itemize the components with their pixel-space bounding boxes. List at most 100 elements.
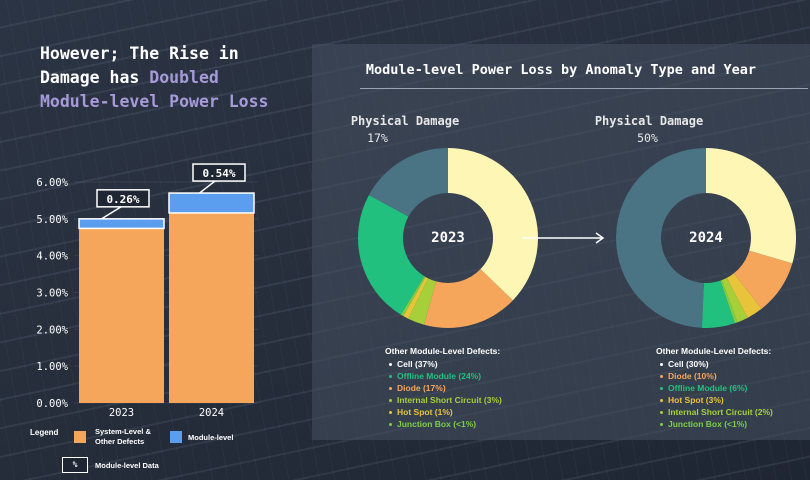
defect-item: Junction Box (<1%): [656, 418, 773, 430]
defect-item: Offline Module (6%): [656, 382, 773, 394]
defect-item: Diode (10%): [656, 370, 773, 382]
bar-system-level: [79, 228, 164, 403]
defect-item-label: Junction Box (<1%): [668, 419, 748, 429]
defect-item-label: Internal Short Circuit (3%): [397, 395, 502, 405]
defect-item: Hot Spot (1%): [385, 406, 502, 418]
donut-slice-junction-box: [720, 280, 738, 324]
y-tick-label: 2.00%: [36, 324, 68, 336]
y-tick-label: 6.00%: [36, 177, 68, 189]
x-tick-label: 2024: [199, 407, 224, 419]
legend-item-system: System-Level & Other Defects: [95, 427, 151, 447]
donut-2024-title: Physical Damage: [594, 114, 704, 128]
donut-chart-2023: [358, 148, 538, 328]
defect-item-label: Cell (37%): [397, 359, 438, 369]
bullet-icon: [660, 386, 663, 390]
defect-item: Internal Short Circuit (3%): [385, 394, 502, 406]
defect-item-label: Junction Box (<1%): [397, 419, 477, 429]
defect-item-label: Diode (10%): [668, 371, 717, 381]
right-chart-title: Module-level Power Loss by Anomaly Type …: [365, 62, 757, 78]
legend-item-system-line1: System-Level &: [95, 427, 151, 436]
headline-line1: However; The Rise in: [40, 44, 239, 63]
donut-slice-offline-module: [701, 280, 735, 328]
donut-2024-title-value: 50%: [637, 131, 658, 145]
donut-slice-physical-damage: [616, 148, 706, 328]
arrow-icon: [522, 232, 605, 244]
donut-slice-hot-spot: [726, 273, 762, 318]
donut-slice-junction-box: [400, 276, 426, 317]
data-label: 0.54%: [202, 167, 235, 180]
y-tick-label: 4.00%: [36, 251, 68, 263]
donut-slice-cell: [706, 148, 796, 264]
legend-swatch-system: [74, 431, 86, 443]
title-divider: [360, 88, 808, 89]
bar-module-level: [78, 218, 165, 230]
bullet-icon: [660, 410, 663, 414]
bullet-icon: [389, 422, 392, 426]
data-label: 0.26%: [106, 193, 139, 206]
defects-2024-header: Other Module-Level Defects:: [656, 346, 772, 356]
donut-slice-offline-module: [358, 195, 425, 315]
y-tick-label: 5.00%: [36, 214, 68, 226]
defect-item: Hot Spot (3%): [656, 394, 773, 406]
legend-data-box-label: Module-level Data: [95, 461, 159, 470]
bar-module-level: [168, 192, 255, 214]
donut-slice-physical-damage: [368, 148, 448, 217]
defects-list-2023: Other Module-Level Defects: Cell (37%) Of…: [385, 346, 502, 430]
headline: However; The Rise in Damage has Doubled …: [40, 42, 290, 114]
headline-highlight: Doubled: [149, 68, 219, 87]
bullet-icon: [389, 410, 392, 414]
legend-item-system-line2: Other Defects: [95, 437, 145, 446]
defect-item-label: Offline Module (6%): [668, 383, 748, 393]
defect-item: Offline Module (24%): [385, 370, 502, 382]
legend-item-module: Module-level: [188, 433, 234, 442]
donut-2023-title-value: 17%: [367, 131, 388, 145]
donut-2023-center-label: 2023: [431, 230, 465, 246]
headline-line3: Module-level Power Loss: [40, 92, 269, 111]
defect-item-label: Cell (30%): [668, 359, 709, 369]
donut-slice-diode: [733, 250, 793, 309]
defects-2023-header: Other Module-Level Defects:: [385, 346, 501, 356]
donut-slice-internal-short-circuit: [408, 278, 437, 325]
defect-item: Cell (37%): [385, 358, 502, 370]
headline-line2-prefix: Damage has: [40, 68, 150, 87]
defect-item: Internal Short Circuit (2%): [656, 406, 773, 418]
y-tick-label: 3.00%: [36, 288, 68, 300]
donut-2023-title: Physical Damage: [350, 114, 460, 128]
bullet-icon: [389, 398, 392, 402]
headline-line2: Damage has Doubled: [40, 66, 290, 90]
x-tick-label: 2023: [109, 407, 134, 419]
defect-item-label: Offline Module (24%): [397, 371, 482, 381]
donut-chart-2024: [616, 148, 796, 328]
defect-item-label: Hot Spot (3%): [668, 395, 724, 405]
defect-item: Diode (17%): [385, 382, 502, 394]
donut-slice-diode: [424, 269, 513, 328]
data-label-box: [192, 163, 246, 182]
bullet-icon: [660, 398, 663, 402]
donut-slice-cell: [448, 148, 538, 301]
defect-item-label: Hot Spot (1%): [397, 407, 453, 417]
data-label-connector: [101, 206, 122, 220]
y-tick-label: 1.00%: [36, 361, 68, 373]
bar-system-level: [169, 212, 254, 403]
data-label-box: [96, 189, 150, 208]
bullet-icon: [389, 362, 392, 366]
legend-swatch-module: [170, 431, 182, 443]
defect-item-label: Internal Short Circuit (2%): [668, 407, 773, 417]
bullet-icon: [389, 386, 392, 390]
data-label-connector: [199, 180, 216, 194]
legend-title: Legend: [30, 428, 59, 437]
bullet-icon: [660, 374, 663, 378]
bullet-icon: [660, 362, 663, 366]
bullet-icon: [660, 422, 663, 426]
legend-data-box-icon: %: [62, 457, 88, 473]
defects-list-2024: Other Module-Level Defects: Cell (30%) Di…: [656, 346, 773, 430]
defect-item: Junction Box (<1%): [385, 418, 502, 430]
donut-slice-internal-short-circuit: [721, 277, 748, 323]
donut-2024-center-label: 2024: [689, 230, 723, 246]
y-tick-label: 0.00%: [36, 398, 68, 410]
donut-slice-hot-spot: [403, 277, 429, 319]
defect-item-label: Diode (17%): [397, 383, 446, 393]
stacked-bar-chart: 0.00% 1.00% 2.00% 3.00% 4.00% 5.00% 6.00% 2023 0…: [36, 163, 258, 419]
defect-item: Cell (30%): [656, 358, 773, 370]
bullet-icon: [389, 374, 392, 378]
